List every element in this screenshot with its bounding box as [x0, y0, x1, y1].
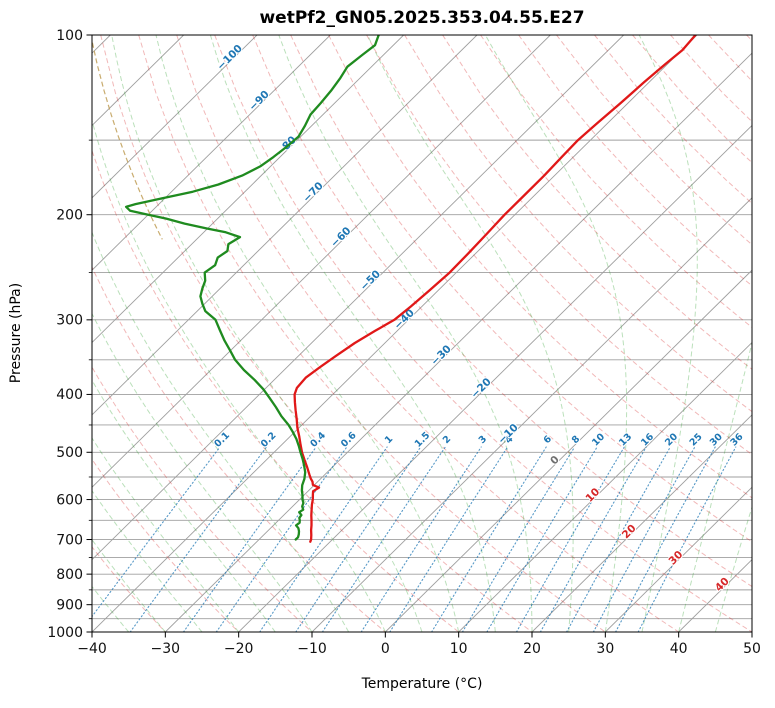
moist-adiabats [92, 35, 752, 632]
mixing-ratio-label: 10 [590, 431, 607, 448]
isotherm-gridlines [92, 35, 752, 632]
mixing-ratio-label: 0.2 [259, 430, 279, 450]
x-tick-label: 10 [450, 641, 468, 657]
isotherm-label: 0 [548, 454, 562, 468]
y-tick-label: 400 [56, 387, 83, 403]
x-tick-label: −20 [224, 641, 254, 657]
mixing-ratio-label: 1.5 [413, 430, 433, 450]
dewpoint-curve [124, 35, 380, 541]
y-axis-label: Pressure (hPa) [8, 283, 24, 383]
isotherm-label: −90 [247, 88, 272, 113]
isotherm-label: −70 [301, 180, 326, 205]
pressure-gridlines [92, 35, 752, 632]
x-tick-label: −40 [77, 641, 107, 657]
mixing-ratio-label: 0.4 [308, 430, 328, 450]
x-tick-label: 30 [596, 641, 614, 657]
y-tick-label: 200 [56, 208, 83, 224]
mixing-ratio-label: 1 [383, 434, 395, 446]
isotherm-label: 40 [713, 575, 732, 594]
plot-border [91, 34, 753, 633]
x-axis-label: Temperature (°C) [361, 676, 483, 692]
y-tick-label: 1000 [47, 625, 83, 641]
x-tick-label: −10 [297, 641, 327, 657]
mixing-ratio-label: 13 [617, 431, 634, 448]
sounding-curves [124, 35, 697, 543]
plot-layers: 0.1 0.2 0.4 0.6 1 1.5 2 3 4 6 8 10 13 16 20 25 30 36−100−… [92, 35, 752, 632]
y-tick-label: 500 [56, 445, 83, 461]
y-tick-label: 900 [56, 597, 83, 613]
y-tick-label: 300 [56, 313, 83, 329]
x-tick-label: 50 [743, 641, 761, 657]
mixing-ratio-label: 6 [542, 433, 555, 446]
chart-title: wetPf2_GN05.2025.353.04.55.E27 [259, 8, 584, 28]
mixing-ratio-label: 3 [477, 434, 489, 446]
y-tick-label: 800 [56, 567, 83, 583]
tan-adiabat [92, 38, 163, 240]
y-tick-label: 700 [56, 532, 83, 548]
dry-adiabats [92, 35, 752, 632]
mixing-ratio-label: 20 [663, 431, 680, 448]
mixing-ratio-label: 36 [728, 431, 745, 448]
isotherm-label: 30 [667, 549, 686, 568]
temperature-curve [293, 35, 697, 543]
isotherm-label: 10 [584, 486, 603, 505]
x-tick-label: −30 [151, 641, 181, 657]
mixing-ratio-label: 0.6 [339, 430, 359, 450]
mixing-ratio-label: 25 [688, 431, 705, 448]
isotherm-label: −20 [469, 376, 494, 401]
x-tick-label: 0 [381, 641, 390, 657]
x-tick-label: 40 [670, 641, 688, 657]
isotherm-label: −50 [358, 268, 383, 293]
isotherm-label: −30 [429, 343, 454, 368]
y-tick-label: 100 [56, 28, 83, 44]
axes-ticks: −40 −30 −20 −10 0 10 20 30 40 5010020030040050060… [47, 28, 761, 657]
isotherm-label: 20 [620, 522, 639, 541]
mixing-ratio-label: 16 [639, 431, 656, 448]
isotherm-label: −60 [329, 225, 354, 250]
mixing-ratio-label: 2 [441, 434, 453, 446]
x-tick-label: 20 [523, 641, 541, 657]
mixing-ratio-label: 30 [708, 431, 725, 448]
y-tick-label: 600 [56, 492, 83, 508]
